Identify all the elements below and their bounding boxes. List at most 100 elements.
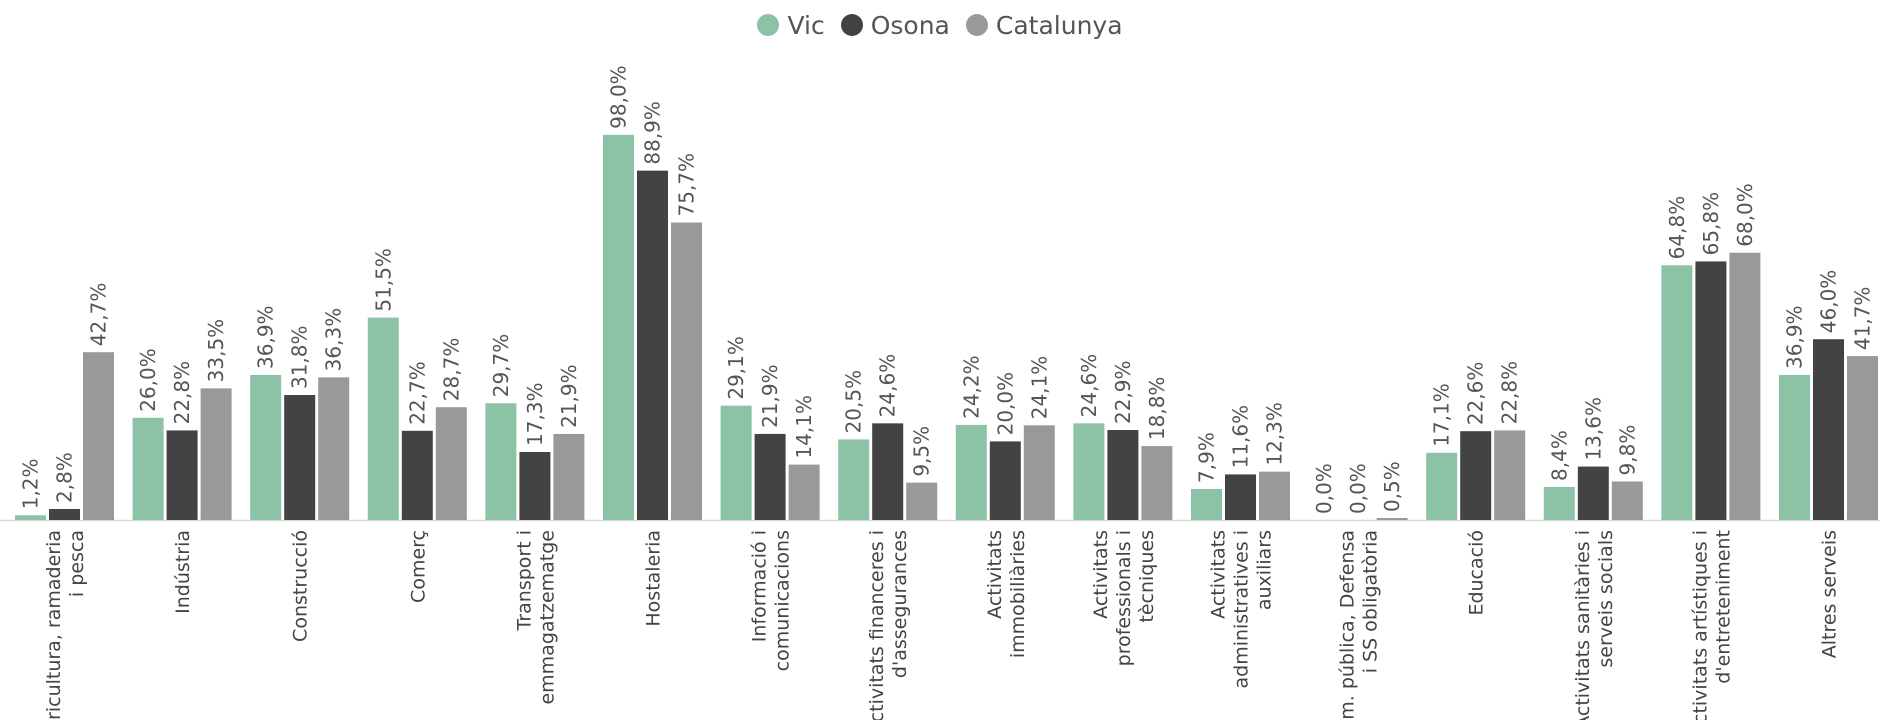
category-label-line: Adm. pública, Defensa: [1337, 530, 1359, 720]
bar-vic[interactable]: [250, 374, 282, 520]
bar-catalunya[interactable]: [1494, 430, 1526, 520]
category-label-line: d'assegurances: [889, 530, 911, 678]
category-label-line: d'entreteniment: [1712, 530, 1734, 684]
category-label-line: serveis socials: [1595, 530, 1617, 668]
legend-label: Osona: [870, 10, 950, 40]
data-label: 11,6%: [1229, 405, 1253, 469]
bar-osona[interactable]: [1107, 430, 1139, 520]
bar-osona[interactable]: [754, 433, 786, 520]
bar-osona[interactable]: [1813, 339, 1844, 520]
category-label-line: i SS obligatòria: [1360, 530, 1382, 673]
category-label-line: Construcció: [290, 530, 312, 642]
category-label: Educació: [1466, 530, 1488, 616]
data-label: 18,8%: [1145, 377, 1169, 441]
bar-osona[interactable]: [401, 430, 433, 520]
data-label: 22,9%: [1111, 360, 1135, 424]
data-label: 24,6%: [876, 354, 900, 418]
category-label-line: emmagatzematge: [536, 530, 558, 705]
bar-catalunya[interactable]: [83, 352, 114, 520]
category-label: Activitatsadministratives iauxiliars: [1208, 530, 1276, 689]
bar-vic[interactable]: [720, 405, 752, 520]
data-label: 29,1%: [724, 336, 748, 400]
data-label: 7,9%: [1195, 432, 1219, 483]
data-label: 26,0%: [136, 348, 160, 412]
data-label: 68,0%: [1733, 183, 1757, 247]
bar-catalunya[interactable]: [200, 388, 232, 520]
bar-osona[interactable]: [49, 508, 80, 520]
category-label-line: comunicacions: [772, 530, 794, 671]
category-label-line: immobiliàries: [1007, 530, 1029, 658]
bar-catalunya[interactable]: [1729, 252, 1761, 520]
data-label: 28,7%: [439, 338, 463, 402]
bar-vic[interactable]: [1191, 488, 1222, 520]
legend-item-catalunya[interactable]: Catalunya: [965, 10, 1123, 40]
data-label: 41,7%: [1851, 287, 1875, 351]
legend-item-vic[interactable]: Vic: [757, 11, 825, 40]
bar-osona[interactable]: [519, 452, 551, 520]
bar-vic[interactable]: [132, 417, 164, 520]
legend-marker: [840, 14, 863, 36]
data-label: 13,6%: [1581, 397, 1605, 461]
category-label: Activitats financeres id'assegurances: [866, 530, 911, 720]
data-label: 42,7%: [87, 283, 111, 347]
bar-osona[interactable]: [1695, 261, 1727, 520]
category-group: 26,0% 22,8% 33,5% Indústria: [132, 319, 232, 614]
bar-catalunya[interactable]: [318, 377, 350, 520]
legend-item-osona[interactable]: Osona: [840, 10, 950, 40]
bar-vic[interactable]: [367, 317, 399, 520]
bar-osona[interactable]: [1577, 466, 1609, 520]
bar-vic[interactable]: [838, 439, 870, 520]
bar-vic[interactable]: [1426, 452, 1458, 520]
data-label: 12,3%: [1263, 402, 1287, 466]
bar-vic[interactable]: [603, 134, 634, 521]
bar-vic[interactable]: [1661, 265, 1693, 520]
bar-osona[interactable]: [1460, 431, 1492, 520]
bar-osona[interactable]: [989, 441, 1021, 520]
bar-osona[interactable]: [166, 430, 198, 520]
legend-marker: [757, 14, 780, 36]
bar-catalunya[interactable]: [788, 464, 820, 520]
bar-osona[interactable]: [1225, 474, 1256, 520]
bar-osona[interactable]: [637, 170, 668, 521]
bar-catalunya[interactable]: [553, 433, 585, 520]
category-label-line: Activitats financeres i: [866, 530, 888, 720]
category-label: Informació icomunicacions: [749, 530, 794, 671]
bar-vic[interactable]: [1779, 374, 1810, 520]
category-label: Indústria: [172, 530, 194, 614]
category-label-line: professionals i: [1113, 530, 1135, 666]
bar-vic[interactable]: [1543, 486, 1575, 520]
chart-legend: Vic Osona Catalunya: [0, 8, 1880, 42]
bar-osona[interactable]: [284, 395, 316, 520]
category-group: 36,9% 31,8% 36,3% Construcció: [250, 305, 350, 642]
data-label: 0,5%: [1380, 461, 1404, 512]
data-label: 51,5%: [371, 248, 395, 312]
bar-catalunya[interactable]: [435, 407, 467, 520]
category-label: Comerç: [407, 530, 429, 603]
bar-vic[interactable]: [485, 403, 517, 520]
bar-catalunya[interactable]: [1847, 356, 1878, 520]
data-label: 21,9%: [557, 364, 581, 428]
bar-catalunya[interactable]: [1259, 471, 1290, 520]
data-label: 21,9%: [758, 364, 782, 428]
category-group: 51,5% 22,7% 28,7% Comerç: [367, 248, 467, 603]
bar-osona[interactable]: [872, 423, 904, 520]
category-label: Altres serveis: [1819, 530, 1841, 658]
data-label: 31,8%: [288, 325, 312, 389]
bar-catalunya[interactable]: [906, 482, 938, 520]
data-label: 22,6%: [1464, 362, 1488, 426]
bar-catalunya[interactable]: [1023, 425, 1055, 520]
legend-label: Catalunya: [995, 10, 1123, 40]
category-label-line: Activitats: [1090, 530, 1112, 619]
bar-catalunya[interactable]: [1611, 481, 1643, 520]
category-group: 1,2% 2,8% 42,7% Agricultura, ramaderiai pes…: [15, 283, 114, 720]
category-group: 8,4% 13,6% 9,8% Activitats sanitàries iserv…: [1543, 397, 1643, 720]
category-label-line: Informació i: [749, 530, 771, 642]
category-label-line: tècniques: [1136, 530, 1158, 623]
bar-vic[interactable]: [15, 515, 46, 520]
bar-vic[interactable]: [955, 424, 987, 520]
bar-catalunya[interactable]: [1376, 518, 1408, 520]
bar-vic[interactable]: [1073, 423, 1105, 520]
bar-catalunya[interactable]: [1141, 446, 1173, 520]
bar-catalunya[interactable]: [671, 222, 702, 520]
data-label: 46,0%: [1817, 270, 1841, 334]
